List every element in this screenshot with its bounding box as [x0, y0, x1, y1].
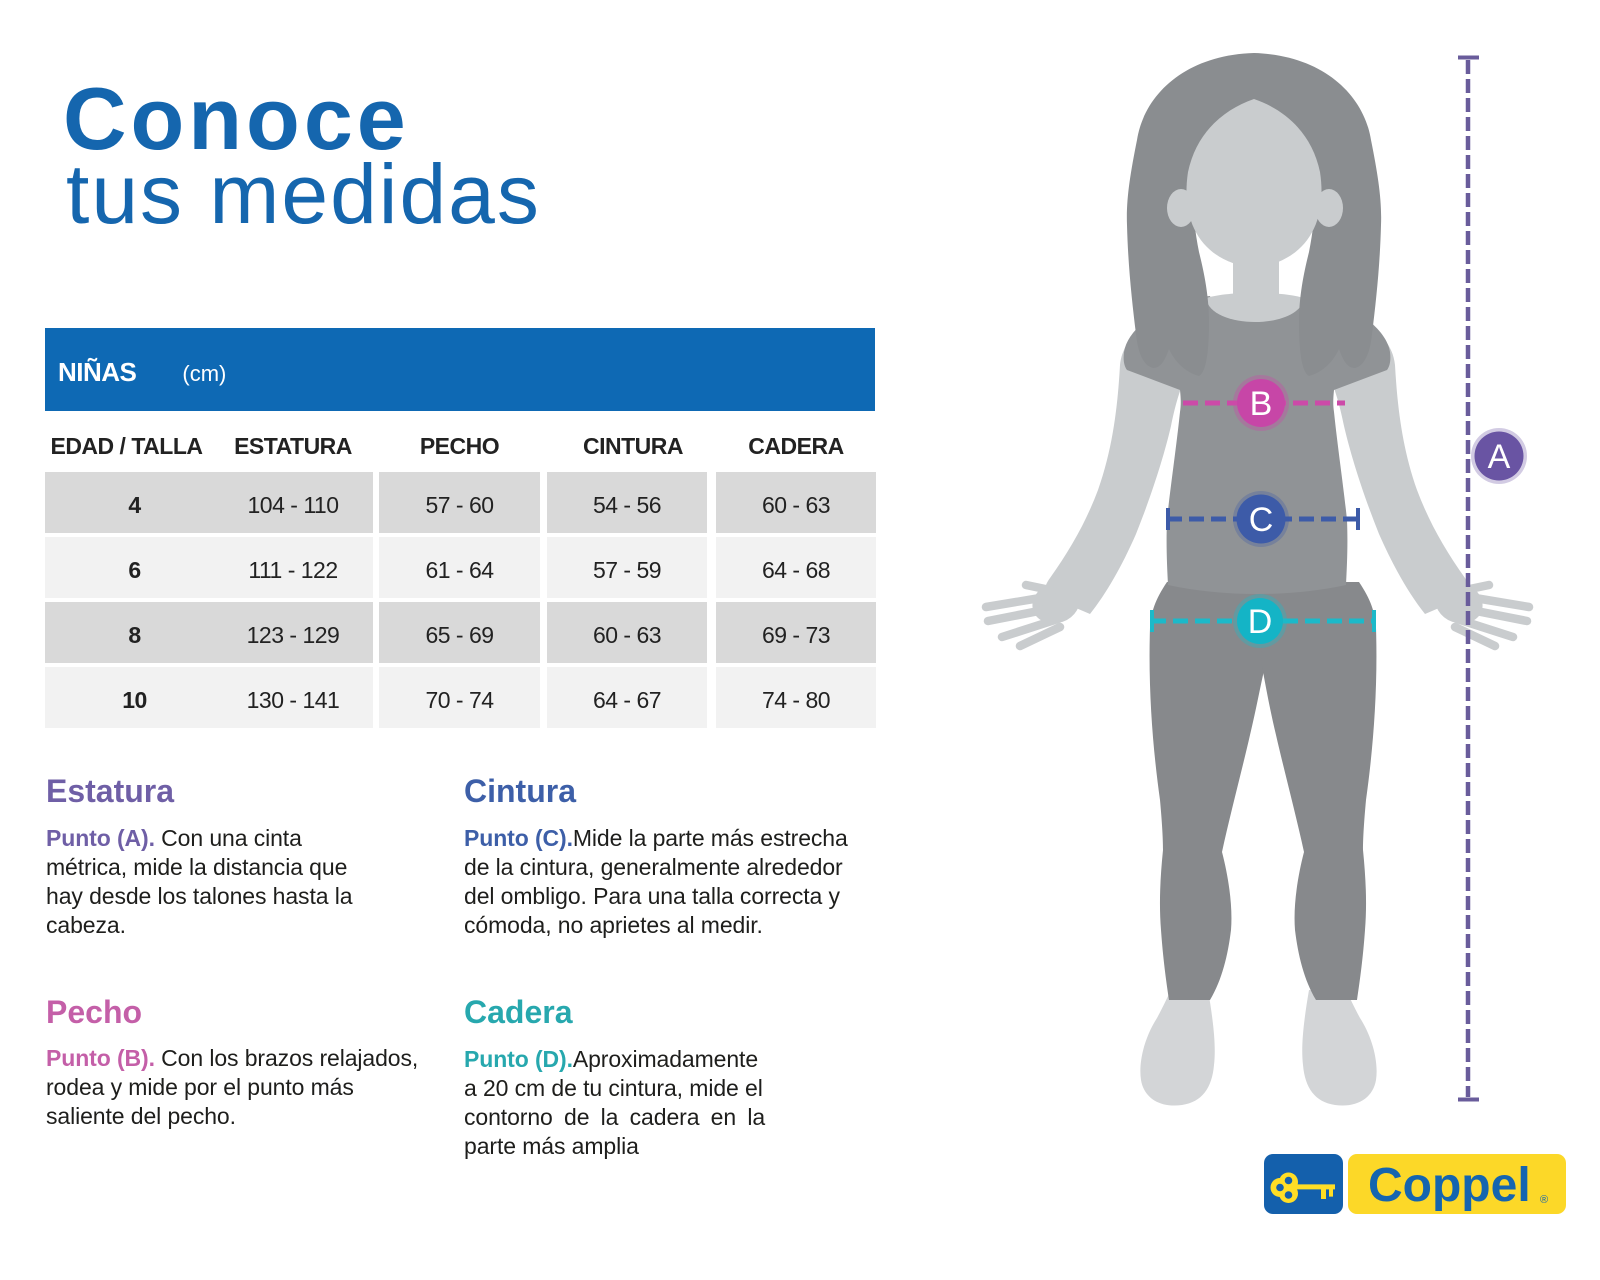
svg-text:Coppel: Coppel — [1368, 1159, 1531, 1212]
svg-text:B: B — [1250, 385, 1273, 423]
svg-text:D: D — [1248, 603, 1273, 641]
svg-text:A: A — [1488, 438, 1511, 476]
svg-text:®: ® — [1540, 1194, 1548, 1206]
svg-text:C: C — [1249, 501, 1274, 539]
